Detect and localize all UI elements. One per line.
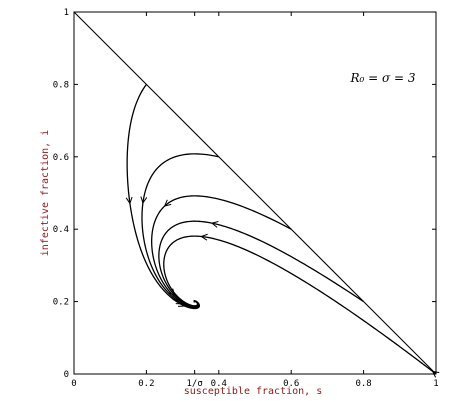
x-tick-label: 0.2 [138, 379, 154, 389]
y-tick-label: 0.4 [53, 225, 69, 235]
direction-arrow [163, 199, 172, 207]
x-tick-label: 1/σ [187, 379, 203, 389]
y-tick-label: 0.8 [53, 80, 69, 90]
x-tick-label: 1 [433, 379, 438, 389]
direction-arrow [431, 370, 440, 378]
y-tick-label: 1 [64, 8, 69, 18]
boundary-line [73, 11, 437, 375]
direction-arrow [140, 196, 148, 204]
trajectory-5 [163, 235, 437, 375]
r0-annotation: R₀ = σ = 3 [349, 71, 415, 85]
x-tick-label: 0.6 [283, 379, 299, 389]
y-tick-label: 0.6 [53, 153, 69, 163]
y-tick-label: 0.2 [53, 298, 69, 308]
trajectory-4 [158, 220, 364, 307]
x-tick-label: 0.4 [211, 379, 227, 389]
x-tick-label: 0 [71, 379, 76, 389]
direction-arrow [210, 221, 219, 228]
trajectory-2 [141, 153, 219, 309]
x-axis-label: susceptible fraction, s [184, 386, 322, 397]
trajectories [125, 84, 440, 378]
y-tick-label: 0 [64, 370, 69, 380]
axis-ticks: 0 0.2 1/σ 0.4 0.6 0.8 1 0 0.2 0.4 0.6 0.8 1 [53, 8, 439, 389]
x-tick-label: 0.8 [355, 379, 371, 389]
direction-arrow [125, 196, 133, 205]
plot-frame [73, 11, 437, 375]
direction-arrow [200, 233, 208, 241]
y-axis-label: infective fraction, i [40, 130, 51, 256]
